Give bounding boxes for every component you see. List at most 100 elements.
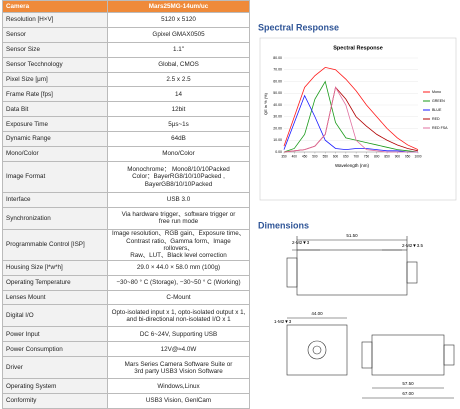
legend-label: Mono xyxy=(432,90,441,94)
y-tick-label: 80.00 xyxy=(273,56,282,60)
spec-label: Dynamic Range xyxy=(2,131,108,148)
spec-value-line: Opto-isolated input x 1, opto-isolated o… xyxy=(111,308,246,316)
spec-label: Interface xyxy=(2,191,108,208)
spec-value: Mars Series Camera Software Suite or 3rd … xyxy=(107,356,250,380)
series-line xyxy=(283,94,418,153)
spec-label: Programmable Control [ISP] xyxy=(2,228,108,261)
dimension-label: 57.50 xyxy=(402,381,414,386)
dimension-label: 51.50 xyxy=(346,233,358,238)
spec-value: 12bit xyxy=(107,101,250,118)
spec-label: Operating System xyxy=(2,378,108,395)
spec-row: Programmable Control [ISP] Image resoluti… xyxy=(2,228,250,261)
y-tick-label: 60.00 xyxy=(273,79,282,83)
y-axis-label: QE in % (%) xyxy=(263,92,268,115)
spec-value-line: Windows,Linux xyxy=(157,382,200,390)
x-tick-label: 1000 xyxy=(414,154,421,158)
spec-value: 2.5 x 2.5 xyxy=(107,71,250,88)
spec-value-line: USB3 Vision, GenlCam xyxy=(145,397,212,405)
spec-value-line: Global, CMOS xyxy=(158,61,199,69)
y-tick-label: 70.00 xyxy=(273,68,282,72)
spec-value: USB 3.0 xyxy=(107,191,250,208)
spec-row: Resolution [H×V] 5120 x 5120 xyxy=(2,12,250,28)
spec-label: Frame Rate [fps] xyxy=(2,86,108,103)
legend-label: GREEN xyxy=(432,99,445,103)
dimension-label: 2-M2▼3 xyxy=(292,240,310,245)
spec-row: Sensor Gpixel GMAX0505 xyxy=(2,26,250,43)
spec-row: Dynamic Range 64dB xyxy=(2,131,250,148)
x-tick-label: 600 xyxy=(333,154,339,158)
spec-value: 5μs~1s xyxy=(107,116,250,133)
spec-value-line: 5120 x 5120 xyxy=(161,16,196,24)
spec-value: C-Mount xyxy=(107,289,250,306)
spec-value-line: Monochrome： Mono8/10/10Packed xyxy=(127,166,230,174)
spec-label: Image Format xyxy=(2,160,108,193)
y-tick-label: 30.00 xyxy=(273,115,282,119)
spec-row: Sensor Tecchnology Global, CMOS xyxy=(2,56,250,73)
chart-title: Spectral Response xyxy=(333,45,383,51)
spec-value-line: USB 3.0 xyxy=(166,196,191,204)
spec-row: Digital I/O Opto-isolated input x 1, opto… xyxy=(2,304,250,328)
spec-value-line: 14 xyxy=(174,90,182,98)
dimension-label: 67.00 xyxy=(402,391,414,396)
section-heading: Dimensions xyxy=(258,220,309,230)
x-tick-label: 500 xyxy=(312,154,318,158)
spec-row: Image Format Monochrome： Mono8/10/10Packe… xyxy=(2,160,250,193)
spec-value: Gpixel GMAX0505 xyxy=(107,26,250,43)
spec-row: Housing Size [l*w*h] 29.0 × 44.0 × 58.0 m… xyxy=(2,259,250,276)
spec-value: Windows,Linux xyxy=(107,378,250,395)
spec-value-line: 64dB xyxy=(171,135,186,143)
series-line xyxy=(283,66,419,151)
x-tick-label: 850 xyxy=(384,154,390,158)
spec-row: Power Input DC 6~24V, Supporting USB xyxy=(2,326,250,343)
right-panel: Spectral Response Spectral Response Wave… xyxy=(258,22,457,399)
spec-label: Data Bit xyxy=(2,101,108,118)
x-tick-label: 800 xyxy=(374,154,380,158)
spec-row: Sensor Size 1.1" xyxy=(2,41,250,58)
spec-label: Power Consumption xyxy=(2,341,108,358)
spec-label: Sensor Size xyxy=(2,41,108,58)
x-tick-label: 750 xyxy=(364,154,370,158)
spec-label: Housing Size [l*w*h] xyxy=(2,259,108,276)
spec-label: Mono/Color xyxy=(2,146,108,162)
spec-value-line: Mono/Color xyxy=(162,150,195,158)
spec-row: Mono/Color Mono/Color xyxy=(2,146,250,162)
x-tick-label: 950 xyxy=(405,154,411,158)
spec-value: USB3 Vision, GenlCam xyxy=(107,393,250,409)
spec-value-line: Raw、LUT、Black level correction xyxy=(130,252,227,259)
spec-value-line: 29.0 × 44.0 × 58.0 mm (100g) xyxy=(136,264,221,272)
spec-row: Frame Rate [fps] 14 xyxy=(2,86,250,103)
spec-value-line: DC 6~24V, Supporting USB xyxy=(139,330,218,338)
spec-value-line: Gpixel GMAX0505 xyxy=(152,31,205,39)
x-tick-label: 550 xyxy=(323,154,329,158)
x-tick-label: 450 xyxy=(302,154,308,158)
spec-row: Power Consumption 12V@≈4.0W xyxy=(2,341,250,358)
legend-label: RED FSA xyxy=(432,126,448,130)
spec-row: Data Bit 12bit xyxy=(2,101,250,118)
spec-value: 5120 x 5120 xyxy=(107,12,250,28)
spec-value-line: Color：BayerRG8/10/10Packed , xyxy=(132,173,225,181)
spec-value: 12V@≈4.0W xyxy=(107,341,250,358)
spec-label: Digital I/O xyxy=(2,304,108,328)
spec-row: Driver Mars Series Camera Software Suite … xyxy=(2,356,250,380)
y-tick-label: 40.00 xyxy=(273,103,282,107)
spec-value: 64dB xyxy=(107,131,250,148)
section-heading: Spectral Response xyxy=(258,22,339,32)
spec-value: Opto-isolated input x 1, opto-isolated o… xyxy=(107,304,250,328)
header-row: Camera Mars25MG-14um/uc xyxy=(2,0,250,13)
spec-value: 1.1" xyxy=(107,41,250,58)
spec-value-line: 1.1" xyxy=(173,46,184,54)
spec-label: Sensor xyxy=(2,26,108,43)
x-tick-label: 700 xyxy=(353,154,359,158)
spec-label: Resolution [H×V] xyxy=(2,12,108,28)
spec-row: Conformity USB3 Vision, GenlCam xyxy=(2,393,250,409)
spec-row: Lenses Mount C-Mount xyxy=(2,289,250,306)
spec-row: Interface USB 3.0 xyxy=(2,191,250,208)
spec-value-line: BayerGB8/10/10Packed xyxy=(144,180,213,188)
x-tick-label: 900 xyxy=(395,154,401,158)
spec-value: Monochrome： Mono8/10/10Packed Color：Bayer… xyxy=(107,160,250,193)
x-tick-label: 400 xyxy=(292,154,298,158)
y-tick-label: 20.00 xyxy=(273,126,282,130)
spec-label: Lenses Mount xyxy=(2,289,108,306)
spec-row: Operating System Windows,Linux xyxy=(2,378,250,395)
